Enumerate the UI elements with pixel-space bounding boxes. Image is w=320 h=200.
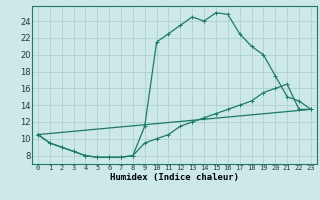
X-axis label: Humidex (Indice chaleur): Humidex (Indice chaleur) [110, 173, 239, 182]
